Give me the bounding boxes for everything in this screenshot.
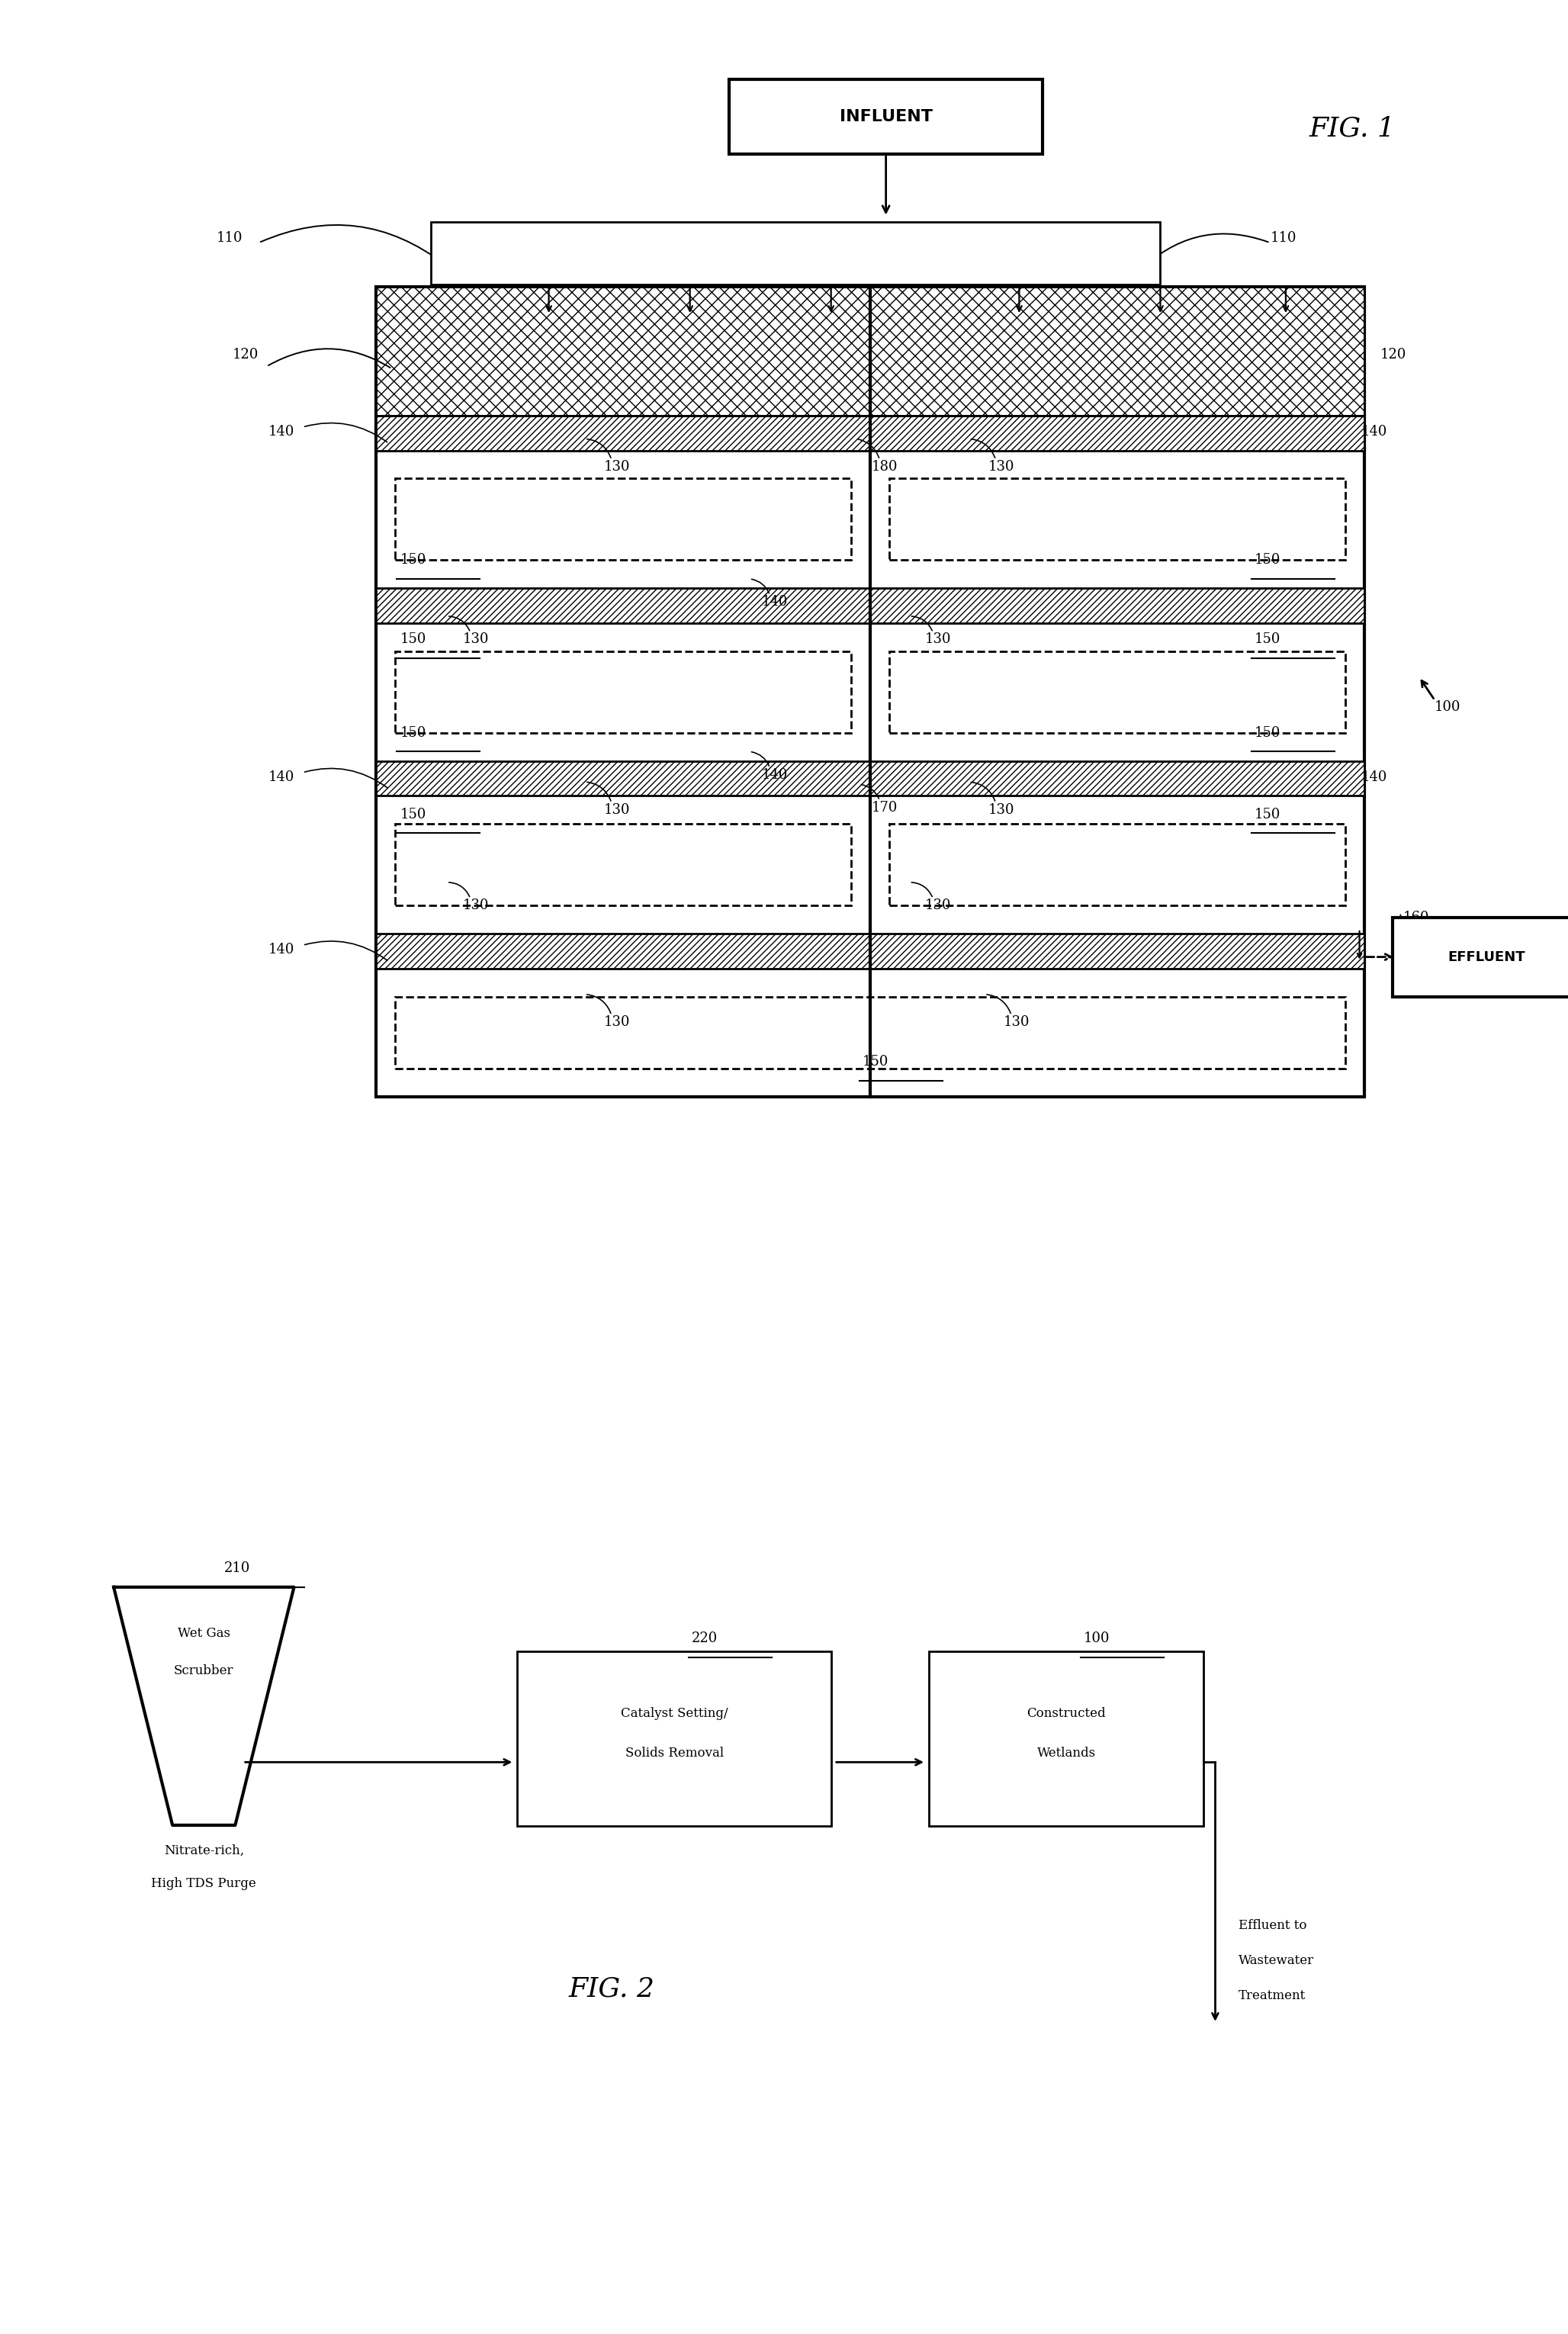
Text: FIG. 1: FIG. 1 bbox=[1309, 114, 1396, 142]
Bar bbox=[376, 761, 1364, 796]
Bar bbox=[395, 478, 851, 560]
Bar bbox=[376, 934, 1364, 969]
Text: 110: 110 bbox=[216, 231, 243, 245]
Text: Scrubber: Scrubber bbox=[174, 1664, 234, 1678]
Bar bbox=[376, 415, 1364, 450]
Text: 130: 130 bbox=[604, 803, 630, 817]
Text: INFLUENT: INFLUENT bbox=[839, 110, 933, 124]
Bar bbox=[431, 222, 1160, 285]
Text: 150: 150 bbox=[400, 808, 426, 822]
Text: Wet Gas: Wet Gas bbox=[177, 1627, 230, 1641]
Bar bbox=[1392, 917, 1568, 997]
Text: 150: 150 bbox=[1254, 808, 1281, 822]
Text: 150: 150 bbox=[400, 553, 426, 567]
Text: 140: 140 bbox=[762, 595, 789, 609]
Text: Solids Removal: Solids Removal bbox=[626, 1746, 723, 1760]
Bar bbox=[889, 651, 1345, 733]
Bar bbox=[376, 287, 1364, 415]
Text: 150: 150 bbox=[1254, 633, 1281, 647]
Text: 150: 150 bbox=[1254, 553, 1281, 567]
Bar bbox=[376, 287, 1364, 415]
Bar bbox=[376, 588, 1364, 623]
Bar bbox=[376, 287, 1364, 1097]
Text: Nitrate-rich,: Nitrate-rich, bbox=[163, 1844, 245, 1858]
Text: EFFLUENT: EFFLUENT bbox=[1447, 950, 1526, 964]
Text: 130: 130 bbox=[988, 460, 1014, 474]
Bar bbox=[395, 651, 851, 733]
Text: 120: 120 bbox=[1380, 348, 1406, 362]
Text: 150: 150 bbox=[400, 726, 426, 740]
Text: Wetlands: Wetlands bbox=[1036, 1746, 1096, 1760]
Bar bbox=[376, 415, 1364, 450]
Text: 140: 140 bbox=[1361, 425, 1388, 439]
Bar bbox=[729, 79, 1043, 154]
Text: 160: 160 bbox=[1403, 910, 1430, 924]
Text: 180: 180 bbox=[872, 460, 898, 474]
Bar bbox=[376, 588, 1364, 623]
Text: 120: 120 bbox=[232, 348, 259, 362]
Text: 140: 140 bbox=[268, 770, 295, 784]
Text: 130: 130 bbox=[925, 899, 952, 913]
Text: Catalyst Setting/: Catalyst Setting/ bbox=[621, 1706, 728, 1720]
Bar bbox=[517, 1652, 831, 1825]
Text: 210: 210 bbox=[224, 1561, 251, 1575]
Text: 140: 140 bbox=[1361, 770, 1388, 784]
Text: 130: 130 bbox=[925, 633, 952, 647]
Text: 110: 110 bbox=[1270, 231, 1297, 245]
Text: Wastewater: Wastewater bbox=[1239, 1954, 1314, 1968]
Text: 130: 130 bbox=[463, 899, 489, 913]
Text: 170: 170 bbox=[872, 801, 898, 815]
Text: 130: 130 bbox=[1004, 1015, 1030, 1029]
Text: 220: 220 bbox=[691, 1631, 718, 1645]
Text: FIG. 2: FIG. 2 bbox=[569, 1975, 654, 2003]
Bar bbox=[928, 1652, 1204, 1825]
Text: 130: 130 bbox=[604, 460, 630, 474]
Bar bbox=[395, 997, 1345, 1069]
Text: Treatment: Treatment bbox=[1239, 1989, 1306, 2003]
Bar bbox=[889, 824, 1345, 906]
Text: 140: 140 bbox=[268, 425, 295, 439]
Text: 130: 130 bbox=[463, 633, 489, 647]
Bar bbox=[889, 478, 1345, 560]
Bar bbox=[376, 761, 1364, 796]
Text: 140: 140 bbox=[268, 943, 295, 957]
Text: 100: 100 bbox=[1435, 700, 1461, 714]
Text: Constructed: Constructed bbox=[1027, 1706, 1105, 1720]
Text: 150: 150 bbox=[1254, 726, 1281, 740]
Text: 130: 130 bbox=[604, 1015, 630, 1029]
Text: 130: 130 bbox=[988, 803, 1014, 817]
Text: High TDS Purge: High TDS Purge bbox=[152, 1877, 256, 1891]
Text: 150: 150 bbox=[400, 633, 426, 647]
Text: Effluent to: Effluent to bbox=[1239, 1919, 1308, 1933]
Bar bbox=[376, 934, 1364, 969]
Bar bbox=[395, 824, 851, 906]
Text: 150: 150 bbox=[862, 1055, 889, 1069]
Text: 140: 140 bbox=[762, 768, 789, 782]
Text: 100: 100 bbox=[1083, 1631, 1110, 1645]
